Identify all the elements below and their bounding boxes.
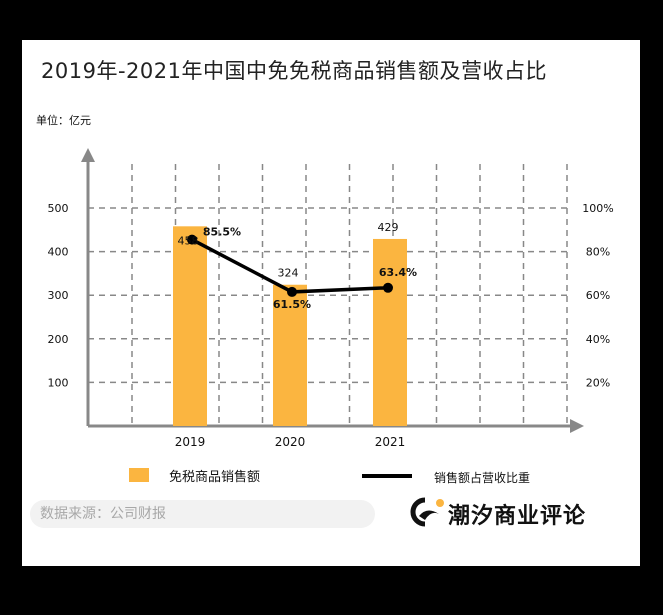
line-series [187, 234, 393, 297]
bar-value-label: 324 [278, 267, 299, 280]
source-note: 数据来源：公司财报 [30, 500, 375, 528]
line-point-2019 [187, 234, 197, 245]
y-left-tick-label: 400 [48, 246, 69, 259]
legend-bar-label: 免税商品销售额 [169, 470, 261, 485]
grid-lines [88, 164, 570, 426]
y-right-tick-label: 20% [586, 376, 610, 389]
brand-name: 潮汐商业评论 [448, 504, 587, 529]
y-right-tick-label: 100% [582, 202, 613, 215]
legend-bar-swatch [129, 468, 149, 482]
chart-title: 2019年-2021年中国中免免税商品销售额及营收占比 [41, 59, 547, 83]
line-value-label: 85.5% [203, 226, 241, 239]
line-value-label: 63.4% [379, 266, 417, 279]
bar-value-label: 429 [378, 221, 399, 234]
line-point-2020 [287, 286, 297, 297]
legend-line-label: 销售额占营收比重 [434, 471, 531, 485]
y-right-tick-label: 40% [586, 333, 610, 346]
x-tick-label: 2020 [275, 435, 306, 449]
line-value-label: 61.5% [273, 298, 311, 311]
bar-value-label: 458 [178, 234, 199, 247]
y-right-tick-label: 80% [586, 246, 610, 259]
x-tick-label: 2021 [375, 435, 406, 449]
y-left-tick-label: 100 [48, 376, 69, 389]
labels: 100 200 300 400 500 20% 40% 60% 80% 100% 2019 2020 2… [48, 202, 614, 449]
bar-2021 [373, 238, 407, 426]
bars [173, 226, 407, 426]
y-left-tick-label: 200 [48, 333, 69, 346]
y-left-tick-label: 500 [48, 202, 69, 215]
unit-label: 单位：亿元 [36, 114, 91, 127]
legend-line-swatch [362, 474, 412, 478]
axes [81, 148, 584, 433]
bar-2020 [273, 284, 307, 426]
x-axis-arrow [570, 419, 584, 433]
x-tick-label: 2019 [175, 435, 206, 449]
y-axis-arrow [81, 148, 95, 162]
chart-card [22, 40, 640, 566]
y-left-tick-label: 300 [48, 289, 69, 302]
line-point-2021 [383, 282, 393, 293]
y-right-tick-label: 60% [586, 289, 610, 302]
bar-2019 [173, 226, 207, 426]
brand-logo-icon [410, 497, 444, 527]
